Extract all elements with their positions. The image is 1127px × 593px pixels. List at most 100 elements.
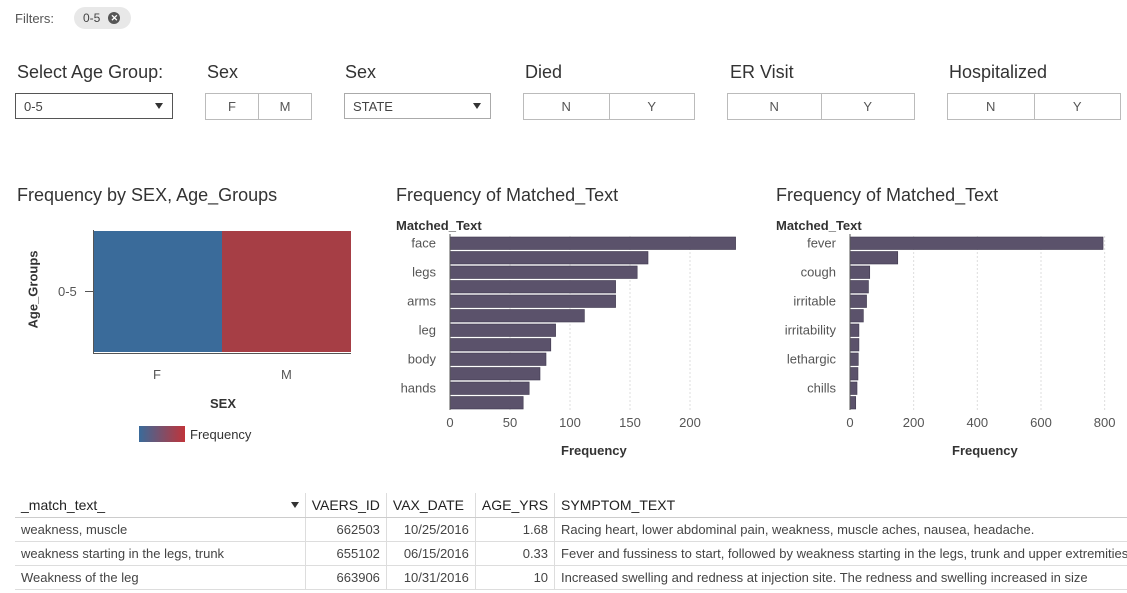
heatmap-y-tickmark xyxy=(85,291,93,292)
sex-dropdown-label: Sex xyxy=(345,62,377,82)
bar-11[interactable] xyxy=(449,396,524,410)
x-tick-label: 800 xyxy=(1094,415,1116,430)
bar-8[interactable] xyxy=(449,352,547,366)
heatmap-x-tick-m: M xyxy=(281,367,292,382)
heatmap-x-tick-f: F xyxy=(153,367,161,382)
bar-2[interactable] xyxy=(449,265,638,279)
er-visit-y-button[interactable]: Y xyxy=(820,94,915,119)
sex-buttons-label: Sex xyxy=(207,62,239,82)
chevron-down-icon xyxy=(473,103,481,109)
category-label: irritable xyxy=(793,293,836,308)
bar-chart-1-x-axis-title: Frequency xyxy=(561,443,627,458)
heatmap-legend-label: Frequency xyxy=(190,427,252,442)
bar-10[interactable] xyxy=(849,381,858,395)
bar-3[interactable] xyxy=(449,280,616,294)
died-n-button[interactable]: N xyxy=(561,99,571,114)
x-tick-label: 600 xyxy=(1030,415,1052,430)
table-cell: 663906 xyxy=(305,565,387,590)
bar-5[interactable] xyxy=(849,309,864,323)
died-y-button[interactable]: Y xyxy=(608,94,695,119)
bar-7[interactable] xyxy=(449,338,552,352)
column-header-label: _match_text_ xyxy=(21,497,106,513)
bar-2[interactable] xyxy=(849,265,871,279)
bar-9[interactable] xyxy=(449,367,541,381)
bar-9[interactable] xyxy=(849,367,859,381)
bar-1[interactable] xyxy=(849,251,899,265)
x-tick-label: 50 xyxy=(503,415,517,430)
heatmap-cell-f[interactable] xyxy=(94,231,222,352)
x-tick-label: 0 xyxy=(846,415,853,430)
x-tick-label: 100 xyxy=(559,415,581,430)
bar-4[interactable] xyxy=(849,294,867,308)
hospitalized-label: Hospitalized xyxy=(949,62,1048,82)
bar-chart-2-x-axis-title: Frequency xyxy=(952,443,1018,458)
er-visit-label: ER Visit xyxy=(730,62,794,82)
remove-filter-icon[interactable]: ✕ xyxy=(108,12,121,24)
table-cell: 10 xyxy=(475,565,556,590)
bar-5[interactable] xyxy=(449,309,585,323)
er-visit-button-group: N Y xyxy=(727,93,915,120)
heatmap-title: Frequency by SEX, Age_Groups xyxy=(17,185,278,205)
age-group-select[interactable]: 0-5 xyxy=(15,93,173,119)
category-label: leg xyxy=(419,322,436,337)
bar-6[interactable] xyxy=(849,323,860,337)
bar-7[interactable] xyxy=(849,338,860,352)
table-row[interactable]: weakness, muscle 662503 10/25/2016 1.68 Raci… xyxy=(15,517,1127,542)
column-header-match-text[interactable]: _match_text_ xyxy=(15,493,306,518)
sort-chevron-icon[interactable] xyxy=(290,502,299,508)
age-group-label: Select Age Group: xyxy=(17,62,164,82)
x-tick-label: 400 xyxy=(966,415,988,430)
category-label: body xyxy=(408,351,437,366)
x-tick-label: 200 xyxy=(903,415,925,430)
age-group-value: 0-5 xyxy=(24,98,43,114)
bar-4[interactable] xyxy=(449,294,616,308)
column-header-vax-date[interactable]: VAX_DATE xyxy=(386,493,476,518)
category-label: cough xyxy=(801,264,836,279)
hospitalized-button-group: N Y xyxy=(947,93,1121,120)
heatmap-x-axis-title: SEX xyxy=(210,396,237,411)
bar-chart-1-title: Frequency of Matched_Text xyxy=(396,185,619,205)
results-table: _match_text_ VAERS_ID VAX_DATE AGE_YRS S… xyxy=(15,493,1127,590)
table-cell: weakness, muscle xyxy=(15,517,306,542)
bar-0[interactable] xyxy=(849,236,1104,250)
hospitalized-y-button[interactable]: Y xyxy=(1033,94,1121,119)
sex-select[interactable]: STATE xyxy=(344,93,491,119)
bar-chart-1: 0 50 100 150 200 face legs arms leg body hands xyxy=(401,234,736,430)
bar-10[interactable] xyxy=(449,381,530,395)
heatmap-y-axis xyxy=(93,230,94,354)
x-tick-label: 200 xyxy=(679,415,701,430)
category-label: face xyxy=(411,235,436,250)
er-visit-n-button[interactable]: N xyxy=(769,99,779,114)
sex-select-value: STATE xyxy=(353,98,393,114)
filter-chip-label: 0-5 xyxy=(83,11,101,25)
bar-6[interactable] xyxy=(449,323,556,337)
column-header-age-yrs[interactable]: AGE_YRS xyxy=(475,493,556,518)
table-header-row: _match_text_ VAERS_ID VAX_DATE AGE_YRS S… xyxy=(15,493,1127,518)
bar-3[interactable] xyxy=(849,280,869,294)
heatmap-cell-m[interactable] xyxy=(222,231,351,352)
table-cell: weakness starting in the legs, trunk xyxy=(15,541,306,566)
table-cell: 0.33 xyxy=(475,541,556,566)
bar-1[interactable] xyxy=(449,251,649,265)
table-cell: 10/25/2016 xyxy=(386,517,476,542)
column-header-symptom-text[interactable]: SYMPTOM_TEXT xyxy=(554,493,1127,518)
filter-chip[interactable]: 0-5 ✕ xyxy=(74,7,131,29)
table-cell: 10/31/2016 xyxy=(386,565,476,590)
bar-chart-2-y-axis-title: Matched_Text xyxy=(776,218,862,233)
filters-label: Filters: xyxy=(15,11,54,26)
table-row[interactable]: weakness starting in the legs, trunk 6551… xyxy=(15,541,1127,566)
bar-8[interactable] xyxy=(849,352,859,366)
hospitalized-n-button[interactable]: N xyxy=(986,99,996,114)
bar-0[interactable] xyxy=(449,236,736,250)
heatmap-x-axis xyxy=(93,353,351,354)
table-cell: Increased swelling and redness at inject… xyxy=(554,565,1127,590)
category-label: irritability xyxy=(785,322,837,337)
table-row[interactable]: Weakness of the leg 663906 10/31/2016 10 Inc… xyxy=(15,565,1127,590)
table-cell: Fever and fussiness to start, followed b… xyxy=(554,541,1127,566)
column-header-vaers-id[interactable]: VAERS_ID xyxy=(305,493,387,518)
bar-11[interactable] xyxy=(849,396,857,410)
category-label: fever xyxy=(807,235,837,250)
sex-f-button[interactable]: F xyxy=(228,99,236,114)
table-cell: 655102 xyxy=(305,541,387,566)
sex-m-button[interactable]: M xyxy=(258,94,311,119)
